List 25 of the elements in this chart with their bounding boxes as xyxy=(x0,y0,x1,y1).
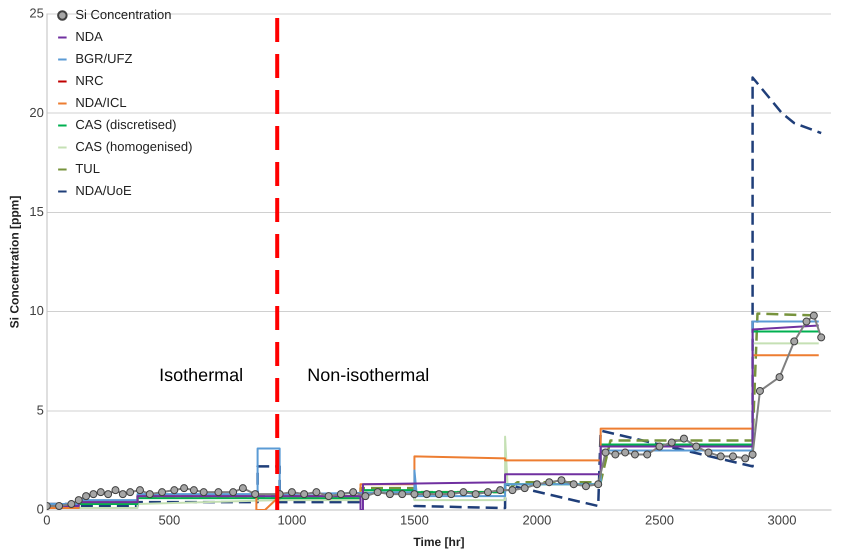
legend-label: CAS (homogenised) xyxy=(75,139,192,154)
legend-label: TUL xyxy=(75,161,100,176)
legend-label: NDA xyxy=(75,29,104,44)
y-tick-label: 25 xyxy=(29,6,44,21)
x-tick-label: 3000 xyxy=(768,512,796,528)
y-tick-label: 20 xyxy=(29,104,44,120)
x-tick-label: 1500 xyxy=(400,512,429,528)
annotation: Non-isothermal xyxy=(307,365,430,386)
y-tick-label: 0 xyxy=(36,502,44,517)
legend-label: NDA/ICL xyxy=(75,95,127,110)
y-tick-label: 15 xyxy=(29,204,44,219)
legend-label: CAS (discretised) xyxy=(75,117,176,132)
y-tick-label: 10 xyxy=(29,303,44,318)
legend-label: BGR/UFZ xyxy=(75,51,132,66)
x-axis-title: Time [hr] xyxy=(413,535,464,550)
x-tick-label: 2000 xyxy=(522,512,552,528)
x-tick-label: 2500 xyxy=(645,512,674,528)
y-axis-title: Si Concentration [ppm] xyxy=(8,196,22,328)
legend-label: NRC xyxy=(75,73,104,88)
annotation: Isothermal xyxy=(159,365,244,386)
legend-label: Si Concentration xyxy=(75,7,172,22)
legend-label: NDA/UoE xyxy=(75,183,132,198)
x-tick-label: 500 xyxy=(158,512,180,528)
x-tick-label: 1000 xyxy=(277,512,306,528)
y-tick-label: 5 xyxy=(36,402,44,418)
